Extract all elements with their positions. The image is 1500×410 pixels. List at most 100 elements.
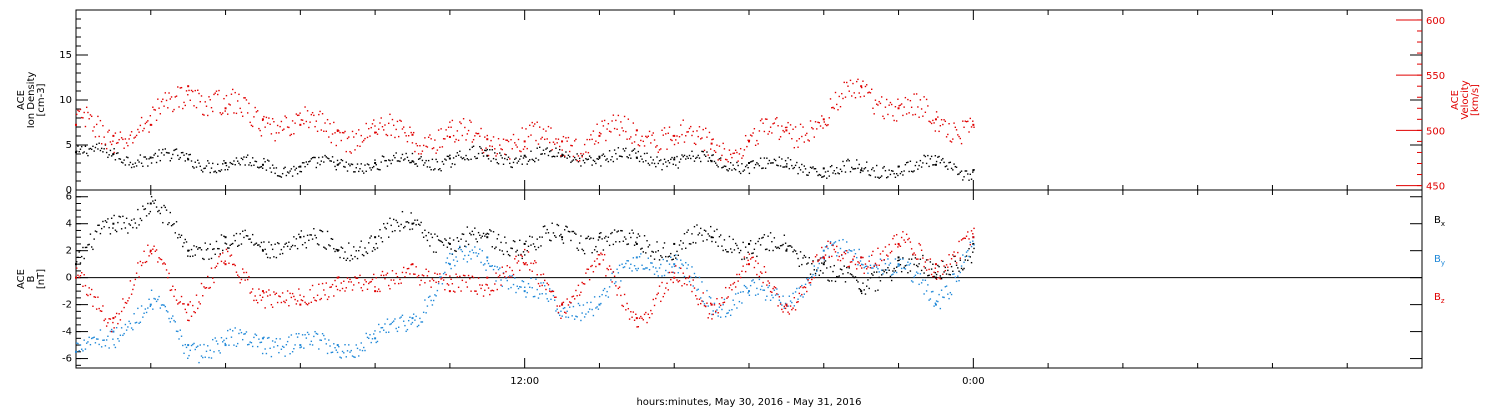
sample-point — [690, 125, 692, 128]
sample-point — [476, 255, 479, 257]
sample-point — [505, 242, 507, 244]
sample-point — [799, 295, 802, 297]
sample-point — [364, 164, 366, 166]
sample-point — [682, 242, 684, 244]
sample-point — [452, 290, 455, 292]
sample-point — [155, 249, 158, 251]
sample-point — [752, 252, 754, 254]
axis-label-line: B — [26, 275, 37, 282]
sample-point — [854, 167, 857, 170]
sample-point — [184, 160, 186, 162]
sample-point — [562, 307, 565, 310]
sample-point — [190, 160, 193, 162]
sample-point — [904, 241, 907, 243]
sample-point — [632, 311, 635, 313]
sample-point — [877, 104, 879, 106]
sample-point — [697, 135, 699, 138]
sample-point — [324, 122, 326, 124]
sample-point — [346, 137, 349, 140]
sample-point — [248, 343, 250, 346]
sample-point — [726, 159, 728, 161]
sample-point — [97, 115, 99, 118]
sample-point — [947, 269, 949, 272]
sample-point — [789, 124, 792, 126]
sample-point — [753, 167, 756, 169]
sample-point — [635, 267, 637, 270]
sample-point — [319, 229, 321, 231]
sample-point — [179, 329, 181, 331]
sample-point — [948, 254, 950, 256]
sample-point — [380, 117, 382, 119]
sample-point — [220, 169, 223, 171]
sample-point — [355, 277, 357, 280]
sample-point — [439, 276, 441, 278]
sample-point — [482, 264, 485, 266]
sample-point — [482, 155, 485, 157]
sample-point — [550, 150, 552, 152]
sample-point — [707, 317, 709, 319]
data-point — [75, 350, 77, 353]
sample-point — [336, 288, 339, 291]
sample-point — [633, 265, 636, 267]
sample-point — [919, 159, 922, 162]
sample-point — [366, 336, 369, 339]
sample-point — [666, 282, 668, 285]
sample-point — [79, 148, 82, 150]
sample-point — [796, 140, 798, 142]
sample-point — [539, 146, 541, 149]
sample-point — [289, 353, 291, 355]
sample-point — [732, 152, 734, 155]
sample-point — [213, 93, 215, 96]
sample-point — [497, 233, 500, 236]
sample-point — [195, 166, 198, 168]
sample-point — [598, 254, 601, 256]
data-point — [934, 263, 937, 266]
sample-point — [454, 249, 456, 252]
sample-point — [763, 289, 766, 291]
sample-point — [708, 313, 711, 315]
sample-point — [299, 294, 301, 296]
sample-point — [812, 273, 814, 276]
sample-point — [315, 166, 318, 169]
sample-point — [516, 249, 518, 252]
sample-point — [898, 165, 900, 168]
sample-point — [135, 272, 138, 274]
sample-point — [183, 154, 185, 156]
sample-point — [185, 90, 188, 92]
sample-point — [295, 303, 298, 305]
sample-point — [747, 251, 749, 254]
sample-point — [591, 164, 593, 166]
sample-point — [874, 262, 877, 265]
sample-point — [349, 150, 351, 153]
sample-point — [766, 248, 768, 250]
sample-point — [442, 279, 445, 281]
data-point — [972, 236, 975, 239]
sample-point — [960, 239, 963, 241]
data-point — [972, 123, 975, 126]
sample-point — [616, 231, 618, 233]
sample-point — [185, 311, 188, 314]
sample-point — [129, 322, 132, 325]
sample-point — [530, 134, 532, 136]
sample-point — [662, 163, 664, 165]
sample-point — [948, 273, 950, 276]
sample-point — [587, 151, 590, 154]
right-tick-label: 500 — [1426, 126, 1445, 137]
sample-point — [486, 232, 489, 235]
sample-point — [757, 240, 759, 243]
sample-point — [864, 265, 867, 268]
sample-point — [607, 268, 610, 271]
sample-point — [274, 243, 276, 245]
sample-point — [754, 260, 757, 262]
sample-point — [965, 120, 968, 123]
sample-point — [349, 165, 351, 167]
sample-point — [657, 162, 659, 165]
sample-point — [807, 139, 809, 141]
sample-point — [87, 341, 89, 343]
sample-point — [355, 167, 357, 169]
sample-point — [652, 251, 654, 253]
sample-point — [583, 316, 586, 318]
sample-point — [165, 310, 168, 312]
sample-point — [366, 252, 369, 255]
sample-point — [511, 247, 513, 250]
